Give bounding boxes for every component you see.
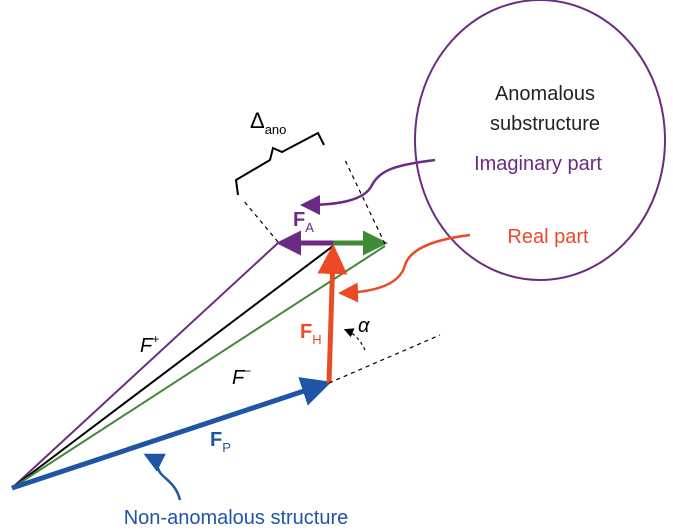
alpha-label: α <box>358 315 370 337</box>
circle-title: Anomalous <box>495 83 595 105</box>
fh-label: FH <box>300 321 322 347</box>
caption: Non-anomalous structure <box>124 507 349 529</box>
subscript: P <box>222 440 231 455</box>
real-label: Real part <box>507 226 589 248</box>
subscript: H <box>312 332 321 347</box>
symbol: F <box>210 429 222 451</box>
shapes <box>11 0 666 501</box>
fa-label: FA <box>293 209 314 235</box>
delta-label: Δano <box>250 108 286 137</box>
superscript: + <box>152 332 159 346</box>
imaginary-label: Imaginary part <box>474 153 602 175</box>
superscript: − <box>244 364 251 378</box>
subscript: ano <box>265 122 287 137</box>
symbol: F <box>300 321 312 343</box>
subscript: A <box>305 220 314 235</box>
symbol: F <box>140 335 154 357</box>
symbol: F <box>293 209 305 231</box>
fminus-label: F− <box>232 364 251 389</box>
symbol: F <box>232 367 246 389</box>
fplus-label: F+ <box>140 332 159 357</box>
symbol: Δ <box>250 108 265 133</box>
fp-label: FP <box>210 429 231 455</box>
circle-title: substructure <box>490 113 600 135</box>
